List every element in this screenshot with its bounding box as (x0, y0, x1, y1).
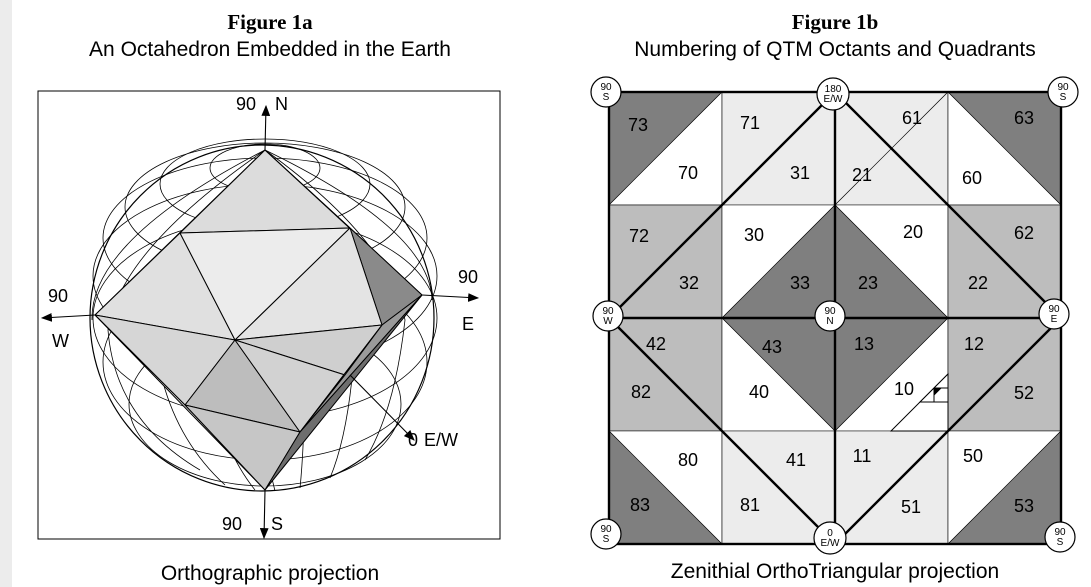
facet-label: 20 (903, 222, 923, 242)
svg-text:E/W: E/W (821, 538, 840, 549)
svg-text:90: 90 (824, 306, 836, 317)
vertex-center: 90 N (814, 300, 846, 332)
vertex-mid-right: 90 E (1038, 298, 1070, 330)
qtm-octant-grid: 73 71 61 63 70 31 21 60 72 30 20 62 32 3… (590, 76, 1079, 555)
octahedron-facets (94, 149, 423, 491)
facet-label: 60 (962, 168, 982, 188)
east-label: E (462, 314, 474, 334)
facet-label: 42 (646, 334, 666, 354)
svg-text:S: S (1060, 92, 1067, 103)
facet-label: 73 (628, 115, 648, 135)
page-edge-bar (0, 0, 12, 587)
figure-1b-caption: Zenithial OrthoTriangular projection (670, 560, 1000, 583)
west-label: W (52, 331, 69, 351)
facet-label: 23 (858, 273, 878, 293)
facet-label: 43 (762, 337, 782, 357)
figure-1b-title: Figure 1b (791, 10, 879, 34)
orthographic-globe: 90 N 90 S 90 W 90 E 0 E/W (37, 90, 501, 540)
figure-1a-frame (37, 90, 501, 540)
facet-label: 22 (968, 273, 988, 293)
east-value-label: 90 (458, 267, 478, 287)
svg-text:S: S (603, 534, 610, 545)
svg-text:E: E (1051, 314, 1058, 325)
facet-label: 12 (964, 334, 984, 354)
facet-label: 50 (963, 446, 983, 466)
facet-label: 70 (678, 163, 698, 183)
facet-label: 71 (740, 113, 760, 133)
figure-1a-title: Figure 1a (227, 10, 313, 34)
svg-text:0: 0 (827, 528, 833, 539)
vertex-bottom-right: 90 S (1044, 521, 1076, 553)
svg-text:E/W: E/W (824, 94, 843, 105)
facet-label: 53 (1014, 496, 1034, 516)
facet-label: 40 (749, 382, 769, 402)
svg-text:W: W (603, 316, 613, 327)
south-label: S (271, 514, 283, 534)
facet-label: 30 (744, 225, 764, 245)
north-arrow (261, 104, 271, 151)
facet-label: 31 (790, 163, 810, 183)
vertex-bottom-mid: 0 E/W (813, 521, 847, 555)
globe-axes (40, 104, 480, 540)
vertex-bottom-left: 90 S (590, 518, 622, 550)
svg-text:S: S (603, 92, 610, 103)
north-value-label: 90 (236, 94, 256, 114)
facet-label: 81 (740, 495, 760, 515)
facet-label: 61 (902, 108, 922, 128)
figure-1a-subtitle: An Octahedron Embedded in the Earth (89, 38, 451, 61)
svg-text:90: 90 (600, 524, 612, 535)
facet-label: 62 (1014, 223, 1034, 243)
west-arrow (40, 313, 96, 322)
facet-label: 82 (631, 382, 651, 402)
facet-label: 41 (786, 450, 806, 470)
south-arrow (259, 489, 269, 540)
facet-labels: 73 71 61 63 70 31 21 60 72 30 20 62 32 3… (628, 108, 1034, 517)
figure-1a-caption: Orthographic projection (160, 562, 380, 585)
figure-1b-subtitle: Numbering of QTM Octants and Quadrants (634, 38, 1036, 61)
svg-text:90: 90 (600, 82, 612, 93)
south-value-label: 90 (222, 514, 242, 534)
vertex-top-left: 90 S (590, 76, 622, 108)
vertex-top-mid: 180 E/W (816, 77, 850, 111)
facet-label: 72 (629, 226, 649, 246)
svg-text:90: 90 (602, 306, 614, 317)
facet-label: 11 (853, 446, 872, 466)
facet-label: 33 (790, 273, 810, 293)
svg-text:90: 90 (1054, 527, 1066, 538)
svg-text:N: N (826, 316, 833, 327)
facet-label: 63 (1014, 108, 1034, 128)
facet-label: 83 (630, 495, 650, 515)
east-arrow (421, 293, 480, 302)
prime-label: E/W (424, 430, 458, 450)
facet-label: 21 (852, 165, 872, 185)
west-value-label: 90 (48, 286, 68, 306)
prime-meridian-arrow (349, 374, 415, 441)
svg-text:90: 90 (1048, 304, 1060, 315)
facet-label: 80 (678, 450, 698, 470)
facet-label: 13 (854, 334, 874, 354)
svg-text:S: S (1057, 537, 1064, 548)
svg-text:180: 180 (825, 84, 842, 95)
north-label: N (275, 94, 288, 114)
prime-value-label: 0 (408, 430, 418, 450)
vertex-mid-left: 90 W (592, 300, 624, 332)
facet-10-subdivision (889, 372, 949, 432)
facet-label: 32 (679, 273, 699, 293)
vertex-top-right: 90 S (1047, 76, 1079, 108)
svg-text:90: 90 (1057, 82, 1069, 93)
facet-label: 10 (894, 379, 914, 399)
facet-label: 52 (1014, 383, 1034, 403)
vertex-markers: 90 S 180 E/W 90 S 90 W 90 N (590, 76, 1079, 555)
facet-label: 51 (901, 497, 921, 517)
